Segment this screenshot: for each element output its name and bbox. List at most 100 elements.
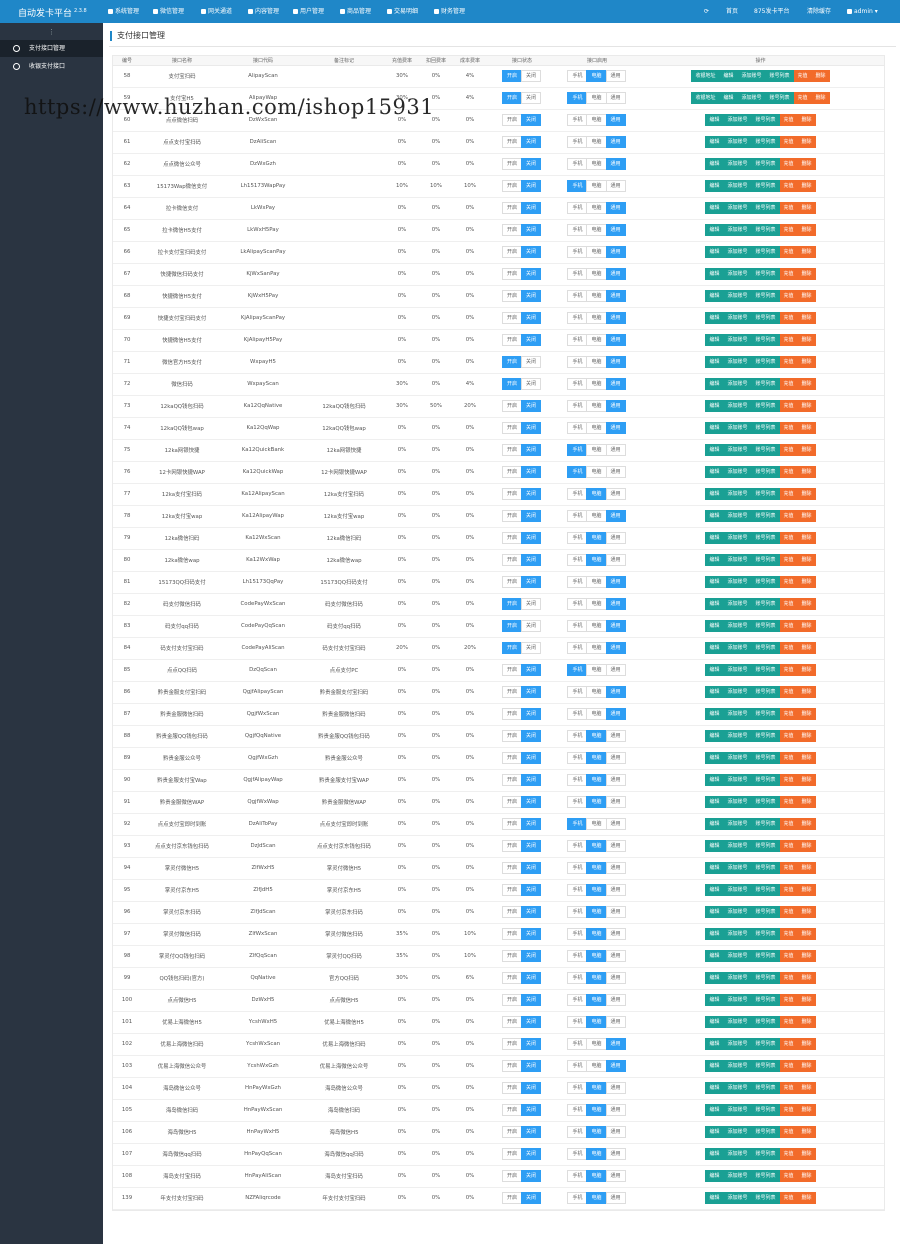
pc-button[interactable]: 电脑: [586, 994, 607, 1006]
delete-button[interactable]: 删除: [797, 202, 816, 214]
pc-button[interactable]: 电脑: [586, 862, 607, 874]
edit-button[interactable]: 编辑: [705, 928, 724, 940]
close-button[interactable]: 关闭: [521, 576, 542, 588]
add-account-button[interactable]: 添加账号: [723, 246, 752, 258]
pc-button[interactable]: 电脑: [586, 928, 607, 940]
recharge-button[interactable]: 充值: [779, 598, 798, 610]
open-button[interactable]: 开启: [501, 994, 522, 1006]
user-menu[interactable]: admin ▾: [847, 0, 878, 23]
pc-button[interactable]: 电脑: [586, 290, 607, 302]
close-button[interactable]: 关闭: [521, 510, 542, 522]
add-account-button[interactable]: 添加账号: [723, 444, 752, 456]
general-button[interactable]: 通用: [605, 532, 626, 544]
delete-button[interactable]: 删除: [797, 1060, 816, 1072]
add-account-button[interactable]: 添加账号: [723, 510, 752, 522]
delete-button[interactable]: 删除: [797, 334, 816, 346]
open-button[interactable]: 开启: [501, 422, 522, 434]
mobile-button[interactable]: 手机: [567, 356, 588, 368]
open-button[interactable]: 开启: [501, 796, 522, 808]
add-account-button[interactable]: 添加账号: [723, 686, 752, 698]
add-account-button[interactable]: 添加账号: [723, 224, 752, 236]
open-button[interactable]: 开启: [501, 488, 522, 500]
general-button[interactable]: 通用: [605, 994, 626, 1006]
close-button[interactable]: 关闭: [521, 554, 542, 566]
recharge-button[interactable]: 充值: [779, 136, 798, 148]
edit-button[interactable]: 编辑: [705, 444, 724, 456]
open-button[interactable]: 开启: [501, 730, 522, 742]
add-account-button[interactable]: 添加账号: [737, 70, 766, 82]
general-button[interactable]: 通用: [605, 884, 626, 896]
pc-button[interactable]: 电脑: [586, 224, 607, 236]
recharge-button[interactable]: 充值: [779, 312, 798, 324]
general-button[interactable]: 通用: [605, 686, 626, 698]
recharge-button[interactable]: 充值: [779, 774, 798, 786]
account-list-button[interactable]: 账号列表: [751, 466, 780, 478]
add-account-button[interactable]: 添加账号: [723, 1082, 752, 1094]
open-button[interactable]: 开启: [501, 378, 522, 390]
general-button[interactable]: 通用: [605, 444, 626, 456]
mobile-button[interactable]: 手机: [567, 1060, 588, 1072]
account-list-button[interactable]: 账号列表: [751, 444, 780, 456]
open-button[interactable]: 开启: [501, 1016, 522, 1028]
general-button[interactable]: 通用: [605, 950, 626, 962]
account-list-button[interactable]: 账号列表: [751, 774, 780, 786]
open-button[interactable]: 开启: [501, 1192, 522, 1204]
pc-button[interactable]: 电脑: [586, 180, 607, 192]
pc-button[interactable]: 电脑: [586, 1170, 607, 1182]
add-account-button[interactable]: 添加账号: [723, 1192, 752, 1204]
close-button[interactable]: 关闭: [521, 928, 542, 940]
delete-button[interactable]: 删除: [797, 378, 816, 390]
account-list-button[interactable]: 账号列表: [751, 906, 780, 918]
add-account-button[interactable]: 添加账号: [723, 598, 752, 610]
close-button[interactable]: 关闭: [521, 400, 542, 412]
delete-button[interactable]: 删除: [797, 1126, 816, 1138]
account-list-button[interactable]: 账号列表: [765, 70, 794, 82]
recharge-button[interactable]: 充值: [779, 884, 798, 896]
general-button[interactable]: 通用: [605, 708, 626, 720]
recharge-button[interactable]: 充值: [779, 642, 798, 654]
account-list-button[interactable]: 账号列表: [751, 598, 780, 610]
recharge-button[interactable]: 充值: [779, 158, 798, 170]
close-button[interactable]: 关闭: [521, 1060, 542, 1072]
mobile-button[interactable]: 手机: [567, 180, 588, 192]
general-button[interactable]: 通用: [605, 1148, 626, 1160]
edit-button[interactable]: 编辑: [705, 378, 724, 390]
open-button[interactable]: 开启: [501, 158, 522, 170]
account-list-button[interactable]: 账号列表: [751, 290, 780, 302]
edit-button[interactable]: 编辑: [705, 818, 724, 830]
nav-trades[interactable]: 交易明细: [387, 0, 418, 23]
delete-button[interactable]: 删除: [797, 730, 816, 742]
edit-button[interactable]: 编辑: [705, 488, 724, 500]
add-account-button[interactable]: 添加账号: [723, 1060, 752, 1072]
account-list-button[interactable]: 账号列表: [751, 862, 780, 874]
general-button[interactable]: 通用: [605, 224, 626, 236]
close-button[interactable]: 关闭: [521, 202, 542, 214]
general-button[interactable]: 通用: [605, 554, 626, 566]
account-list-button[interactable]: 账号列表: [751, 510, 780, 522]
general-button[interactable]: 通用: [605, 1060, 626, 1072]
order-address-button[interactable]: 收银地址: [691, 92, 720, 104]
edit-button[interactable]: 编辑: [719, 92, 738, 104]
delete-button[interactable]: 删除: [797, 796, 816, 808]
mobile-button[interactable]: 手机: [567, 994, 588, 1006]
open-button[interactable]: 开启: [501, 466, 522, 478]
pc-button[interactable]: 电脑: [586, 950, 607, 962]
delete-button[interactable]: 删除: [797, 928, 816, 940]
open-button[interactable]: 开启: [501, 928, 522, 940]
close-button[interactable]: 关闭: [521, 224, 542, 236]
add-account-button[interactable]: 添加账号: [723, 1126, 752, 1138]
general-button[interactable]: 通用: [605, 1192, 626, 1204]
mobile-button[interactable]: 手机: [567, 1104, 588, 1116]
recharge-button[interactable]: 充值: [779, 400, 798, 412]
delete-button[interactable]: 删除: [797, 510, 816, 522]
open-button[interactable]: 开启: [501, 1170, 522, 1182]
close-button[interactable]: 关闭: [521, 378, 542, 390]
order-address-button[interactable]: 收银地址: [691, 70, 720, 82]
recharge-button[interactable]: 充值: [779, 246, 798, 258]
recharge-button[interactable]: 充值: [779, 180, 798, 192]
open-button[interactable]: 开启: [501, 1126, 522, 1138]
edit-button[interactable]: 编辑: [705, 950, 724, 962]
account-list-button[interactable]: 账号列表: [751, 796, 780, 808]
edit-button[interactable]: 编辑: [705, 862, 724, 874]
close-button[interactable]: 关闭: [521, 180, 542, 192]
